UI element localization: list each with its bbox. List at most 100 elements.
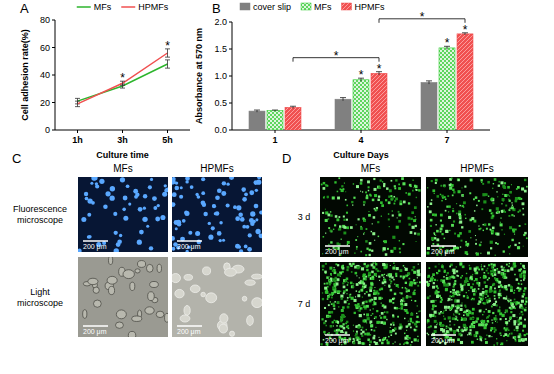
texture xyxy=(518,290,520,292)
texture xyxy=(414,338,417,341)
texture xyxy=(252,298,262,308)
texture xyxy=(452,189,454,191)
texture xyxy=(491,212,494,215)
scale-bar-label: 200 μm xyxy=(83,243,107,251)
texture xyxy=(321,318,323,320)
texture xyxy=(356,248,358,250)
texture xyxy=(408,217,411,220)
texture xyxy=(363,342,365,344)
texture xyxy=(323,187,326,190)
texture xyxy=(454,233,456,235)
texture xyxy=(470,286,473,289)
texture xyxy=(481,181,482,182)
texture xyxy=(410,218,412,220)
texture xyxy=(432,308,434,310)
x-tick xyxy=(361,130,362,133)
texture xyxy=(466,327,468,329)
texture xyxy=(432,273,435,276)
texture xyxy=(364,286,366,288)
texture xyxy=(508,199,509,200)
texture xyxy=(470,276,473,279)
texture xyxy=(386,311,388,313)
texture xyxy=(162,192,167,197)
texture xyxy=(481,323,484,326)
texture xyxy=(491,198,494,201)
texture xyxy=(461,287,464,290)
texture xyxy=(411,300,412,301)
texture xyxy=(390,195,392,197)
scale-bar-label: 200 μm xyxy=(325,248,349,256)
texture xyxy=(514,274,516,276)
texture xyxy=(461,275,463,277)
texture xyxy=(360,266,361,267)
texture xyxy=(417,277,418,278)
texture xyxy=(440,194,441,195)
texture xyxy=(338,306,339,307)
texture xyxy=(501,211,503,213)
texture xyxy=(367,332,370,335)
texture xyxy=(388,201,391,204)
texture xyxy=(461,303,462,304)
texture xyxy=(380,317,382,319)
texture xyxy=(417,336,418,337)
texture xyxy=(148,292,155,301)
texture xyxy=(337,273,340,276)
image-background xyxy=(78,257,168,337)
texture xyxy=(331,303,333,305)
texture xyxy=(376,276,377,277)
texture xyxy=(330,301,331,302)
texture xyxy=(337,264,339,266)
texture xyxy=(405,192,407,194)
texture xyxy=(349,296,351,298)
texture xyxy=(153,206,157,210)
texture xyxy=(489,209,492,212)
y-tick xyxy=(229,76,232,77)
texture xyxy=(356,290,357,291)
texture xyxy=(508,266,510,268)
texture xyxy=(379,280,380,281)
texture xyxy=(406,295,408,297)
texture xyxy=(393,203,395,205)
texture xyxy=(448,327,450,329)
texture xyxy=(497,322,498,323)
texture xyxy=(481,242,482,243)
texture xyxy=(398,187,401,190)
texture xyxy=(492,284,494,286)
texture xyxy=(333,325,334,326)
texture xyxy=(412,180,414,182)
texture xyxy=(348,303,350,305)
texture xyxy=(475,235,476,236)
texture xyxy=(485,338,487,340)
texture xyxy=(510,289,513,292)
texture xyxy=(323,331,325,333)
texture xyxy=(366,269,368,271)
texture xyxy=(449,324,450,325)
texture xyxy=(185,250,188,252)
texture xyxy=(460,341,463,344)
texture xyxy=(342,323,344,325)
texture xyxy=(463,203,464,204)
texture xyxy=(524,287,526,289)
texture xyxy=(402,276,405,279)
texture xyxy=(392,210,393,211)
texture xyxy=(379,315,380,316)
texture xyxy=(343,279,346,282)
texture xyxy=(185,177,190,181)
scale-bar xyxy=(325,334,350,336)
texture xyxy=(390,327,391,328)
image-panel: DMFsHPMFs3 d200 μm200 μm7 d200 μm200 μm xyxy=(282,151,528,346)
texture xyxy=(467,281,468,282)
texture xyxy=(371,231,372,232)
texture xyxy=(341,310,343,312)
texture xyxy=(357,266,360,269)
texture xyxy=(511,184,512,185)
error-bar xyxy=(165,60,170,68)
texture xyxy=(369,320,372,323)
texture xyxy=(465,218,466,219)
texture xyxy=(328,244,329,245)
texture xyxy=(514,323,517,326)
legend-swatch xyxy=(121,6,135,8)
texture xyxy=(478,225,479,226)
texture xyxy=(395,179,397,181)
texture xyxy=(440,228,443,231)
